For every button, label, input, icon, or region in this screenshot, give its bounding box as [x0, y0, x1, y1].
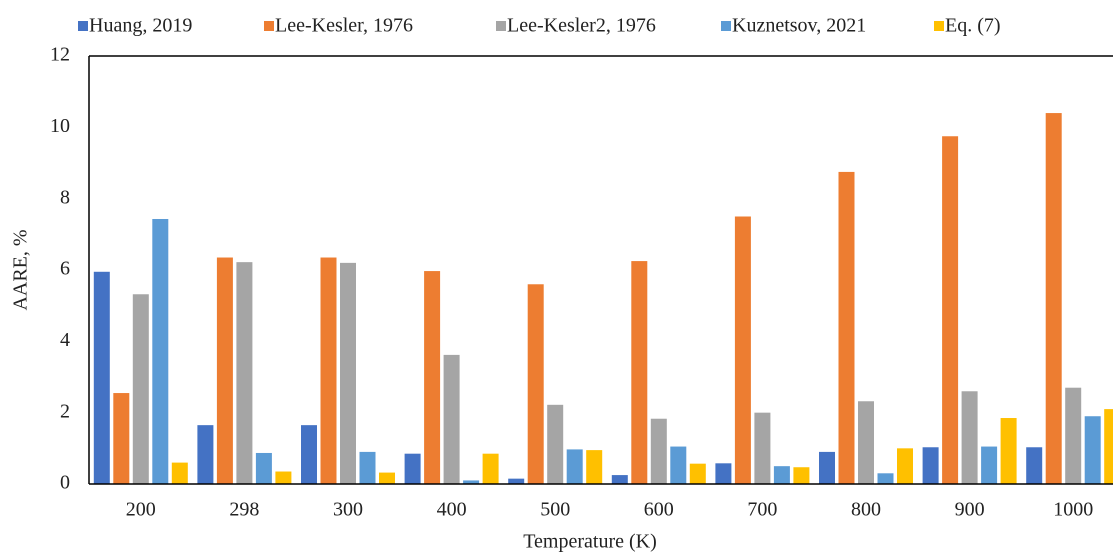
bar	[877, 473, 894, 484]
bar	[340, 262, 356, 484]
bar	[197, 425, 214, 484]
y-tick-label: 10	[50, 115, 70, 137]
bar	[773, 466, 790, 484]
bar	[922, 447, 939, 484]
legend-label: Eq. (7)	[945, 15, 1001, 37]
x-tick-label: 300	[333, 499, 363, 521]
bar	[961, 391, 978, 484]
bar	[132, 294, 149, 484]
bar	[93, 271, 110, 484]
bar	[897, 448, 913, 484]
legend-swatch	[721, 21, 731, 31]
legend-label: Huang, 2019	[89, 15, 192, 37]
bar	[1000, 418, 1017, 484]
bar	[838, 171, 855, 484]
bar	[320, 257, 337, 484]
bar	[255, 452, 272, 484]
legend-swatch	[78, 21, 88, 31]
bar	[611, 475, 628, 484]
legend-label: Lee-Kesler, 1976	[275, 15, 413, 37]
legend-swatch	[264, 21, 274, 31]
y-tick-label: 12	[50, 44, 70, 66]
bar	[631, 261, 648, 484]
bar	[715, 463, 732, 484]
bar	[670, 446, 687, 484]
x-tick-label: 800	[851, 499, 881, 521]
y-tick-label: 6	[60, 258, 70, 280]
bar	[379, 472, 395, 484]
x-tick-label: 298	[229, 499, 259, 521]
x-tick-label: 600	[644, 499, 674, 521]
bar	[275, 471, 292, 484]
x-tick-label: 400	[437, 499, 467, 521]
bar	[359, 451, 376, 484]
bar	[463, 480, 480, 484]
x-tick-label: 700	[747, 499, 777, 521]
bar	[689, 463, 706, 484]
bar	[754, 412, 771, 484]
legend-swatch	[934, 21, 944, 31]
bar	[586, 450, 603, 484]
bar	[942, 136, 959, 484]
y-tick-label: 8	[60, 186, 70, 208]
bar	[171, 462, 188, 484]
bar	[734, 216, 751, 484]
bar	[566, 449, 583, 484]
y-tick-label: 4	[60, 329, 70, 351]
bar	[236, 262, 253, 484]
bar	[1026, 447, 1043, 484]
x-axis-label: Temperature (K)	[523, 531, 657, 553]
y-tick-label: 0	[60, 472, 70, 494]
bar	[508, 478, 525, 484]
bar	[482, 453, 499, 484]
bar	[527, 284, 544, 484]
x-tick-label: 900	[955, 499, 985, 521]
legend-swatch	[496, 21, 506, 31]
y-axis-label: AARE, %	[10, 229, 32, 310]
bar	[424, 271, 441, 484]
y-tick-label: 2	[60, 400, 70, 422]
bar	[1104, 409, 1113, 484]
bar	[1084, 416, 1101, 484]
bar	[547, 404, 564, 484]
legend-label: Lee-Kesler2, 1976	[507, 15, 656, 37]
bar	[301, 425, 317, 484]
bar	[981, 446, 998, 484]
bar	[113, 393, 130, 484]
bar	[404, 453, 421, 484]
bar	[819, 451, 835, 484]
x-tick-label: 500	[540, 499, 570, 521]
bar	[1065, 387, 1082, 484]
bar	[650, 418, 667, 484]
bar	[443, 354, 460, 484]
x-tick-label: 1000	[1053, 499, 1093, 521]
bar	[1045, 113, 1062, 485]
bar	[152, 218, 169, 484]
bar	[858, 401, 874, 484]
bar	[216, 257, 233, 484]
x-tick-label: 200	[126, 499, 156, 521]
legend-label: Kuznetsov, 2021	[732, 15, 866, 37]
bar	[793, 467, 810, 484]
